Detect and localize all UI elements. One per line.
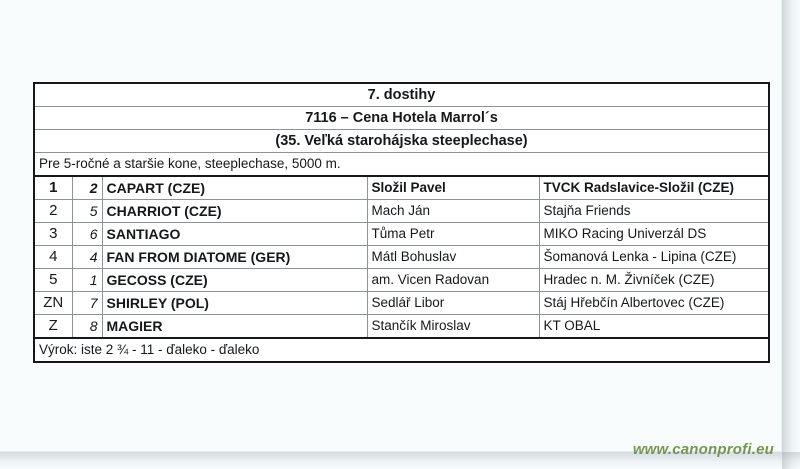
cell-owner: KT OBAL bbox=[538, 314, 770, 339]
cell-horse: MAGIER bbox=[101, 314, 368, 339]
cell-horse: FAN FROM DIATOME (GER) bbox=[101, 245, 368, 269]
cell-owner: Hradec n. M. Živníček (CZE) bbox=[538, 268, 770, 292]
cell-place: 2 bbox=[33, 199, 73, 223]
cell-place: 1 bbox=[33, 175, 73, 200]
cell-number: 6 bbox=[71, 222, 103, 246]
cell-number: 1 bbox=[71, 268, 103, 292]
cell-place: ZN bbox=[33, 291, 73, 315]
cell-jockey: Mach Ján bbox=[366, 199, 540, 223]
cell-horse: CHARRIOT (CZE) bbox=[101, 199, 368, 223]
cell-number: 2 bbox=[71, 175, 103, 200]
cell-owner: Stajňa Friends bbox=[538, 199, 770, 223]
table-row: ZN 7 SHIRLEY (POL) Sedlář Libor Stáj Hře… bbox=[33, 291, 770, 315]
race-title-row: 7116 – Cena Hotela Marrol´s bbox=[34, 106, 769, 130]
cell-number: 8 bbox=[71, 314, 103, 339]
meeting-title: 7. dostihy bbox=[34, 83, 769, 107]
cell-number: 7 bbox=[71, 291, 103, 315]
verdict-row: Výrok: iste 2 ¾ - 11 - ďaleko - ďaleko bbox=[34, 337, 769, 362]
watermark: www.canonprofi.eu bbox=[632, 441, 774, 458]
table-row: 5 1 GECOSS (CZE) am. Vicen Radovan Hrade… bbox=[33, 268, 770, 292]
cell-jockey: Mátl Bohuslav bbox=[366, 245, 540, 269]
cell-owner: MIKO Racing Univerzál DS bbox=[538, 222, 770, 246]
race-subtitle-row: (35. Veľká starohájska steeplechase) bbox=[34, 129, 769, 153]
cell-owner: TVCK Radslavice-Složil (CZE) bbox=[538, 175, 770, 200]
cell-place: 4 bbox=[33, 245, 73, 269]
page-shadow-bottom bbox=[0, 452, 800, 469]
table-row: 3 6 SANTIAGO Tůma Petr MIKO Racing Unive… bbox=[33, 222, 770, 246]
cell-owner: Šomanová Lenka - Lipina (CZE) bbox=[538, 245, 770, 269]
race-subtitle: (35. Veľká starohájska steeplechase) bbox=[34, 129, 769, 153]
cell-horse: SANTIAGO bbox=[101, 222, 368, 246]
cell-jockey: Tůma Petr bbox=[366, 222, 540, 246]
table-row: 1 2 CAPART (CZE) Složil Pavel TVCK Radsl… bbox=[33, 175, 770, 200]
cell-jockey: Stančík Miroslav bbox=[366, 314, 540, 339]
verdict-text: Výrok: iste 2 ¾ - 11 - ďaleko - ďaleko bbox=[34, 337, 769, 362]
cell-jockey: Složil Pavel bbox=[366, 175, 540, 200]
race-conditions-row: Pre 5-ročné a staršie kone, steeplechase… bbox=[34, 152, 769, 177]
cell-place: Z bbox=[33, 314, 73, 339]
cell-place: 5 bbox=[33, 268, 73, 292]
race-result-table: 7. dostihy 7116 – Cena Hotela Marrol´s (… bbox=[33, 82, 770, 363]
cell-jockey: am. Vicen Radovan bbox=[366, 268, 540, 292]
cell-horse: CAPART (CZE) bbox=[101, 175, 368, 200]
page-shadow-right bbox=[782, 0, 800, 469]
race-title: 7116 – Cena Hotela Marrol´s bbox=[34, 106, 769, 130]
table-row: 2 5 CHARRIOT (CZE) Mach Ján Stajňa Frien… bbox=[33, 199, 770, 223]
cell-horse: GECOSS (CZE) bbox=[101, 268, 368, 292]
table-row: Z 8 MAGIER Stančík Miroslav KT OBAL bbox=[33, 314, 770, 339]
cell-number: 5 bbox=[71, 199, 103, 223]
cell-number: 4 bbox=[71, 245, 103, 269]
cell-owner: Stáj Hřebčín Albertovec (CZE) bbox=[538, 291, 770, 315]
race-conditions: Pre 5-ročné a staršie kone, steeplechase… bbox=[34, 152, 769, 177]
cell-place: 3 bbox=[33, 222, 73, 246]
cell-jockey: Sedlář Libor bbox=[366, 291, 540, 315]
meeting-title-row: 7. dostihy bbox=[34, 83, 769, 107]
cell-horse: SHIRLEY (POL) bbox=[101, 291, 368, 315]
table-row: 4 4 FAN FROM DIATOME (GER) Mátl Bohuslav… bbox=[33, 245, 770, 269]
